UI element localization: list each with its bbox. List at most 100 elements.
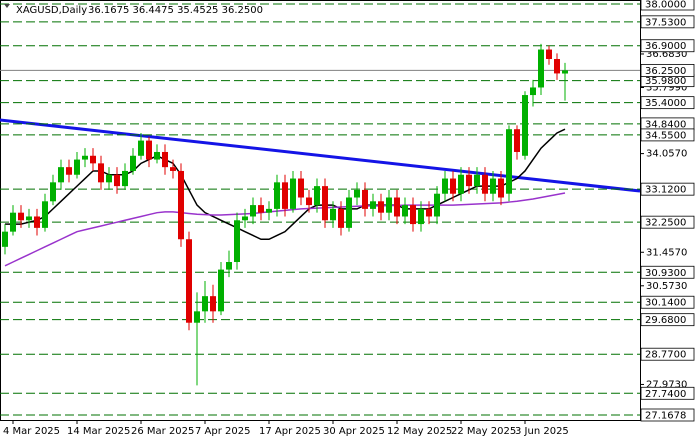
level-label: 34.8400 <box>645 119 686 130</box>
x-tick-label: 17 Apr 2025 <box>259 426 321 437</box>
candle-body <box>282 182 288 209</box>
x-tick-label: 4 Mar 2025 <box>3 426 60 437</box>
candle-body <box>458 174 464 194</box>
candle-body <box>218 269 224 312</box>
candle-body <box>362 189 368 209</box>
level-label-box <box>640 96 695 110</box>
last-price-box <box>640 63 695 77</box>
ohlc-label: 36.1675 36.4475 35.4525 36.2500 <box>88 5 263 16</box>
x-tick-label: 7 Apr 2025 <box>195 426 250 437</box>
y-tick-label: 35.7990 <box>646 83 687 94</box>
candle-body <box>274 182 280 209</box>
level-label: 35.9800 <box>645 76 686 87</box>
candle-body <box>194 311 200 323</box>
level-label: 36.9000 <box>645 41 686 52</box>
candle-body <box>498 178 504 198</box>
candle-body <box>138 140 144 156</box>
plot-frame <box>0 0 641 421</box>
candle-body <box>130 155 136 171</box>
x-tick-label: 26 Mar 2025 <box>131 426 194 437</box>
candle-body <box>530 87 536 96</box>
candle-body <box>290 178 296 209</box>
level-label: 30.9300 <box>645 268 686 279</box>
candle-body <box>202 296 208 312</box>
x-tick-label: 3 Jun 2025 <box>515 426 569 437</box>
candle-body <box>562 70 568 74</box>
y-tick-label: 36.6830 <box>646 49 687 60</box>
candle-body <box>410 205 416 225</box>
candle-body <box>418 208 424 225</box>
candle-body <box>306 197 312 206</box>
candle-body <box>506 129 512 194</box>
y-tick-label: 34.0570 <box>646 149 687 160</box>
x-tick-label: 14 Mar 2025 <box>67 426 130 437</box>
candle-body <box>538 49 544 88</box>
level-label: 37.5300 <box>645 17 686 28</box>
candle-body <box>98 163 104 183</box>
candle-body <box>546 49 552 60</box>
level-label: 33.1200 <box>645 185 686 196</box>
candle-body <box>394 197 400 217</box>
level-label-box <box>640 347 695 361</box>
candle-body <box>66 167 72 175</box>
candle-body <box>146 140 152 160</box>
candle-body <box>258 205 264 213</box>
candle-body <box>122 170 128 187</box>
candle-body <box>434 193 440 217</box>
level-label: 38.0000 <box>645 0 686 11</box>
y-tick-label: 27.9730 <box>646 379 687 390</box>
candle-body <box>162 151 168 168</box>
candle-body <box>18 212 24 221</box>
candle-body <box>170 167 176 171</box>
level-label: 27.7400 <box>645 389 686 400</box>
y-tick-label: 31.4570 <box>646 247 687 258</box>
y-tick-label: 30.5730 <box>646 281 687 292</box>
candle-body <box>386 197 392 213</box>
candle-body <box>346 197 352 228</box>
level-label: 27.1678 <box>645 411 686 422</box>
candle-body <box>474 174 480 187</box>
candle-body <box>10 212 16 232</box>
candle-body <box>34 216 40 228</box>
symbol-title: XAGUSD,Daily <box>16 5 87 16</box>
candle-body <box>42 201 48 228</box>
level-label-box <box>640 295 695 309</box>
level-label-box <box>640 313 695 327</box>
candle-body <box>154 151 160 160</box>
level-label: 35.4000 <box>645 98 686 109</box>
candle-body <box>522 95 528 156</box>
candle-body <box>226 262 232 270</box>
candle-body <box>426 208 432 217</box>
x-tick-label: 30 Apr 2025 <box>323 426 385 437</box>
level-label: 29.6800 <box>645 315 686 326</box>
candle-body <box>378 201 384 213</box>
candle-body <box>482 174 488 194</box>
candle-body <box>26 216 32 221</box>
candle-body <box>2 231 8 247</box>
candle-body <box>250 205 256 217</box>
level-label-box <box>640 15 695 29</box>
level-label-box <box>640 386 695 400</box>
candle-body <box>106 174 112 183</box>
x-tick-label: 12 May 2025 <box>387 426 452 437</box>
candle-body <box>114 174 120 187</box>
candle-body <box>178 170 184 240</box>
candle-body <box>314 186 320 206</box>
candle-body <box>74 159 80 175</box>
level-label-box <box>640 39 695 53</box>
candle-body <box>90 155 96 164</box>
level-label: 34.5500 <box>645 130 686 141</box>
candle-body <box>50 182 56 202</box>
last-price-label: 36.2500 <box>645 66 686 77</box>
level-label-box <box>640 265 695 279</box>
candle-body <box>266 208 272 213</box>
level-label-box <box>640 182 695 196</box>
trend-line <box>0 118 641 193</box>
menu-icon <box>4 4 10 8</box>
candle-body <box>554 59 560 74</box>
level-label-box <box>640 215 695 229</box>
candle-body <box>338 208 344 228</box>
candle-body <box>442 178 448 194</box>
candle-body <box>402 205 408 217</box>
